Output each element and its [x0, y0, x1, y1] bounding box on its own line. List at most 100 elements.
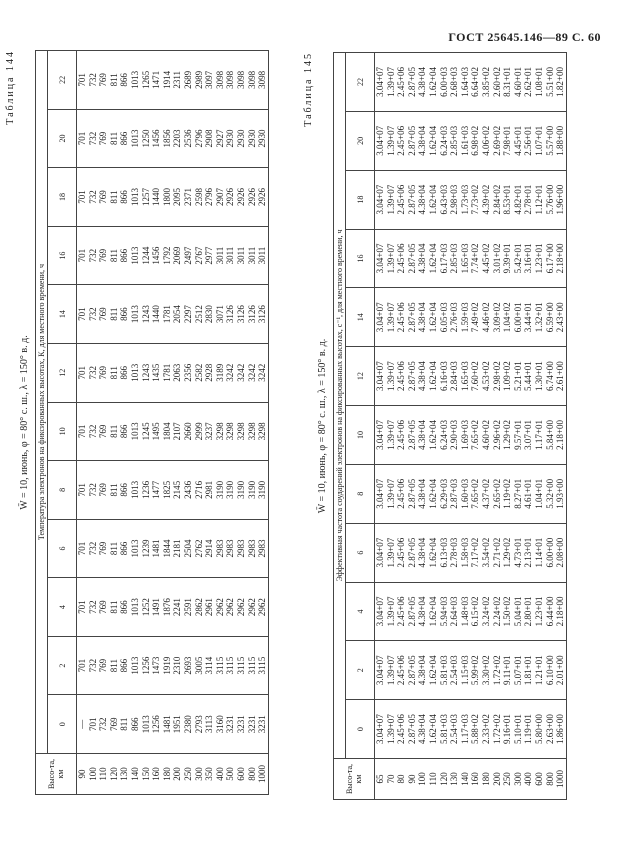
- hour-header: 10: [47, 402, 77, 461]
- value-cell: 2.45+06: [396, 640, 407, 700]
- value-cell: 1.61+03: [459, 111, 471, 171]
- value-cell: 4.53+02: [480, 346, 492, 406]
- data-row: 160 5.88+02 5.99+02 6.15+02 7.17+02 7.65+02 7.…: [470, 52, 481, 800]
- value-cell: 1013: [140, 694, 152, 754]
- value-cell: 732: [87, 402, 99, 461]
- data-row: 600 3231 3115 2962 2983 3190 3298 3242 3126 3011 2…: [235, 50, 247, 795]
- value-cell: 2.62+01: [523, 52, 534, 112]
- value-cell: 3.04+07: [374, 464, 386, 524]
- value-cell: 2497: [182, 226, 194, 285]
- value-cell: 1.08+01: [533, 52, 545, 112]
- value-cell: 701: [76, 226, 88, 285]
- value-cell: 1.30+01: [533, 346, 545, 406]
- value-cell: 3.04+07: [374, 287, 386, 347]
- value-cell: 5.88+02: [470, 699, 481, 759]
- hour-header: 18: [345, 170, 375, 230]
- height-cell: 180: [161, 753, 173, 795]
- value-cell: 2.87+05: [406, 405, 418, 465]
- header-row: Высо-та, км Эффективная частота соударени…: [333, 52, 375, 800]
- hour-header: 6: [47, 519, 77, 578]
- value-cell: 2.87+05: [406, 582, 418, 641]
- value-cell: 6.24+03: [438, 111, 450, 171]
- value-cell: 1244: [140, 226, 152, 285]
- value-cell: 1.19+02: [502, 464, 513, 524]
- value-cell: 1914: [161, 50, 173, 110]
- value-cell: 3298: [257, 402, 269, 461]
- value-cell: 2.43+00: [555, 287, 567, 347]
- value-cell: 1.62+04: [427, 523, 439, 583]
- value-cell: 1.62+04: [427, 464, 439, 524]
- value-cell: 732: [87, 226, 99, 285]
- value-cell: 1.17+01: [533, 405, 545, 465]
- value-cell: 866: [119, 343, 130, 403]
- value-cell: 3.44+01: [523, 287, 534, 347]
- value-cell: 811: [108, 402, 120, 461]
- hour-header: 6: [345, 523, 375, 583]
- value-cell: 811: [108, 226, 120, 285]
- table-label: Таблица 145: [303, 52, 314, 127]
- value-cell: 7.17+02: [470, 523, 481, 583]
- value-cell: 811: [108, 343, 120, 403]
- value-cell: 2981: [204, 460, 215, 520]
- data-row: 140 1.17+03 1.15+03 1.48+03 1.58+03 1.60+03 1.…: [459, 52, 471, 800]
- value-cell: 2.45+06: [396, 464, 407, 524]
- value-cell: 2926: [246, 167, 258, 227]
- data-row: 400 1.19+01 1.81+01 2.80+01 2.13+01 4.61+01 3.…: [523, 52, 534, 800]
- height-cell: 110: [427, 758, 439, 800]
- value-cell: 4.38+04: [417, 582, 428, 641]
- value-cell: 1.62+04: [427, 640, 439, 700]
- value-cell: 1013: [129, 284, 141, 344]
- value-cell: 1440: [151, 284, 162, 344]
- value-cell: 2582: [193, 343, 205, 403]
- value-cell: 5.07+01: [512, 640, 524, 700]
- value-cell: 1.15+03: [459, 640, 471, 700]
- value-cell: 6.24+03: [438, 405, 450, 465]
- value-cell: 2069: [172, 226, 183, 285]
- value-cell: 2.90+03: [449, 405, 460, 465]
- value-cell: 732: [98, 694, 109, 754]
- height-cell: 100: [417, 758, 428, 800]
- height-cell: 600: [235, 753, 247, 795]
- value-cell: 2.54+03: [449, 640, 460, 700]
- value-cell: 2830: [204, 284, 215, 344]
- data-row: 350 3113 3114 2961 2914 2981 3237 2928 2830 2977 2…: [204, 50, 215, 795]
- value-cell: 5.80+00: [533, 699, 545, 759]
- value-cell: 5.84+00: [544, 405, 556, 465]
- value-cell: 1876: [161, 577, 173, 637]
- value-cell: 2.78+01: [523, 170, 534, 230]
- value-cell: 2767: [193, 226, 205, 285]
- value-cell: 1.39+07: [385, 405, 397, 465]
- value-cell: 3098: [225, 50, 236, 110]
- value-cell: 1.62+04: [427, 699, 439, 759]
- value-cell: 2.45+06: [396, 52, 407, 112]
- value-cell: 769: [98, 343, 109, 403]
- value-cell: 1013: [129, 636, 141, 695]
- value-cell: 1471: [151, 50, 162, 110]
- hour-header: 14: [345, 287, 375, 347]
- value-cell: 1243: [140, 284, 152, 344]
- height-cell: 200: [172, 753, 183, 795]
- value-cell: 2983: [235, 519, 247, 578]
- value-cell: 1.62+04: [427, 229, 439, 288]
- hour-header: 2: [345, 640, 375, 700]
- value-cell: 1456: [151, 226, 162, 285]
- value-cell: 1.39+07: [385, 699, 397, 759]
- value-cell: 3011: [225, 226, 236, 285]
- value-cell: 2.45+06: [396, 582, 407, 641]
- value-cell: 4.46+02: [480, 287, 492, 347]
- value-cell: 4.38+04: [417, 523, 428, 583]
- value-cell: 866: [119, 636, 130, 695]
- value-cell: 4.38+04: [417, 346, 428, 406]
- value-cell: 866: [119, 50, 130, 110]
- value-cell: 866: [119, 402, 130, 461]
- hour-header: 20: [345, 111, 375, 171]
- value-cell: 2380: [182, 694, 194, 754]
- data-row: 180 2.33+02 3.30+02 3.24+02 3.54+02 4.37+02 4.…: [480, 52, 492, 800]
- value-cell: 2660: [182, 402, 194, 461]
- hour-header: 18: [47, 167, 77, 227]
- value-cell: 1.12+01: [533, 170, 545, 230]
- value-cell: 2.87+05: [406, 287, 418, 347]
- value-cell: 2.87+03: [449, 464, 460, 524]
- height-cell: 130: [119, 753, 130, 795]
- value-cell: 1.69+03: [459, 405, 471, 465]
